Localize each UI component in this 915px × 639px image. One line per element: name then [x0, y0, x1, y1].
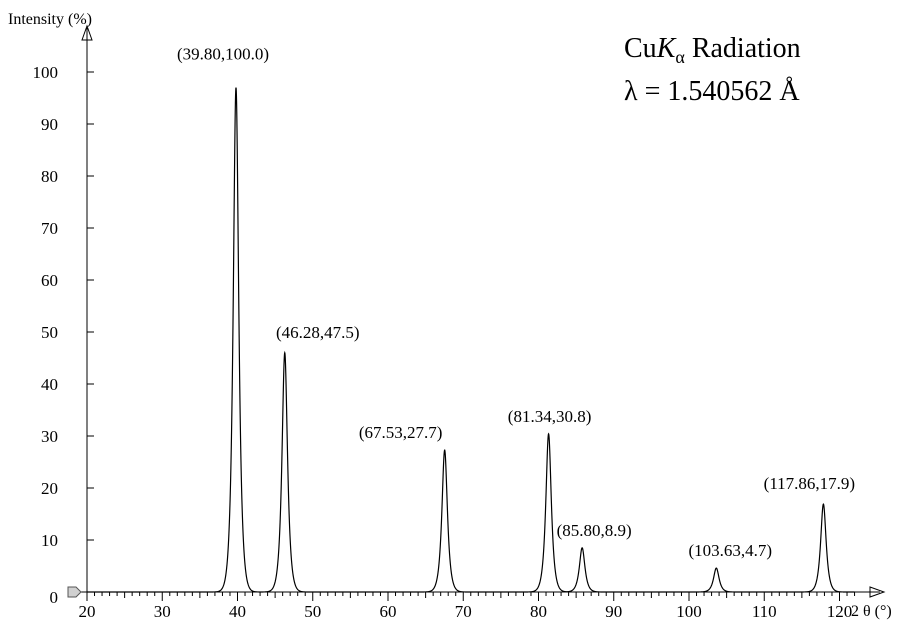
y-tick-label: 20 — [41, 479, 58, 498]
y-tick-label: 70 — [41, 219, 58, 238]
peak-label: (117.86,17.9) — [764, 474, 855, 493]
peak-label: (81.34,30.8) — [508, 407, 592, 426]
x-tick-label: 120 — [827, 602, 853, 621]
x-tick-label: 60 — [380, 602, 397, 621]
origin-marker — [67, 586, 82, 598]
peak-labels: (39.80,100.0) (46.28,47.5) (67.53,27.7) (81… — [177, 45, 855, 560]
y-tick-label: 40 — [41, 375, 58, 394]
y-tick-label: 10 — [41, 531, 58, 550]
x-tick-label: 20 — [79, 602, 96, 621]
x-tick-label: 100 — [676, 602, 702, 621]
diffraction-line — [87, 87, 855, 593]
peak-label: (46.28,47.5) — [276, 323, 360, 342]
y-tick-label: 80 — [41, 167, 58, 186]
y-axis-title: Intensity (%) — [8, 11, 92, 28]
x-ticks: 20 30 40 50 60 70 80 90 100 110 120 — [79, 592, 856, 621]
wavelength-label: λ = 1.540562 Å — [624, 76, 800, 107]
y-tick-label: 50 — [41, 323, 58, 342]
axes — [67, 24, 886, 598]
peak-label: (39.80,100.0) — [177, 45, 269, 64]
x-tick-label: 90 — [605, 602, 622, 621]
series — [87, 87, 855, 593]
y-tick-label: 30 — [41, 427, 58, 446]
x-tick-label: 70 — [455, 602, 472, 621]
x-tick-label: 30 — [154, 602, 171, 621]
y-tick-label: 90 — [41, 115, 58, 134]
y-axis-arrow — [81, 24, 93, 41]
y-ticks: 0 10 20 30 40 50 60 70 80 90 100 — [33, 63, 94, 607]
y-tick-label: 60 — [41, 271, 58, 290]
radiation-label: CuKα Radiation — [624, 33, 801, 67]
x-tick-label: 40 — [229, 602, 246, 621]
y-tick-label: 100 — [33, 63, 59, 82]
y-tick-label: 0 — [50, 588, 59, 607]
x-tick-label: 110 — [752, 602, 777, 621]
peak-label: (67.53,27.7) — [359, 423, 443, 442]
peak-label: (103.63,4.7) — [689, 541, 773, 560]
x-axis-arrow — [869, 586, 886, 598]
peak-label: (85.80,8.9) — [557, 521, 632, 540]
x-tick-label: 50 — [304, 602, 321, 621]
x-tick-label: 80 — [530, 602, 547, 621]
x-axis-title: 2 θ (°) — [851, 603, 892, 620]
